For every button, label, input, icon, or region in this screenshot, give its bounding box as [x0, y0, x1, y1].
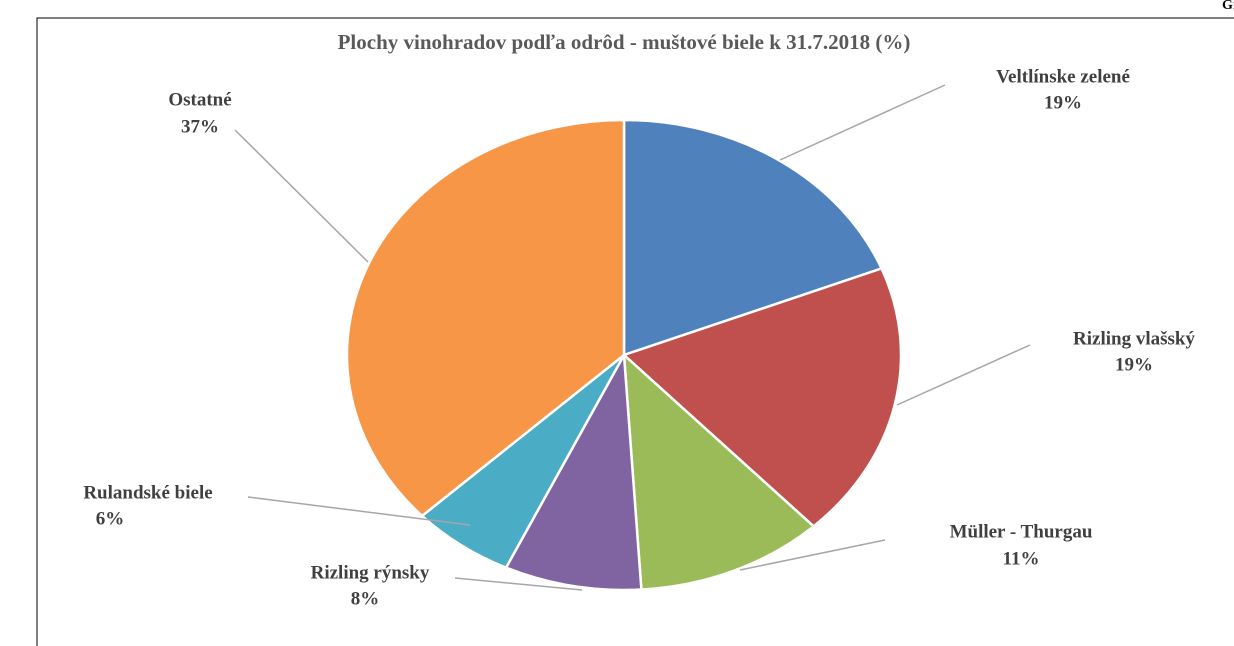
- pie-slice: [504, 350, 643, 592]
- chart-title: Plochy vinohradov podľa odrôd - muštové …: [338, 30, 911, 54]
- leader-line: [234, 129, 369, 263]
- slice-value-label: 11%: [1003, 548, 1040, 569]
- slice-label: Ostatné: [168, 89, 231, 110]
- figure-number: Graf č. 1: [1222, 0, 1234, 13]
- slice-value-label: 8%: [351, 588, 380, 609]
- slice-label: Veltlínske zelené: [996, 66, 1130, 87]
- slice-value-label: 19%: [1044, 92, 1082, 113]
- slice-label: Müller - Thurgau: [950, 521, 1093, 542]
- slice-value-label: 37%: [181, 116, 219, 137]
- slice-value-label: 19%: [1115, 354, 1153, 375]
- pie-slice: [622, 118, 884, 357]
- slice-label: Rizling vlašský: [1073, 328, 1195, 349]
- slice-label: Rulandské biele: [83, 482, 212, 503]
- pie-slice: [345, 118, 626, 518]
- pie-slice: [622, 351, 816, 591]
- leader-line: [739, 539, 886, 571]
- leader-line: [779, 84, 946, 161]
- leader-line: [454, 577, 583, 591]
- slice-label: Rizling rýnsky: [311, 562, 430, 583]
- leader-line: [247, 496, 471, 526]
- pie-slice: [621, 266, 903, 528]
- leader-line: [896, 344, 1031, 406]
- slice-value-label: 6%: [96, 508, 125, 529]
